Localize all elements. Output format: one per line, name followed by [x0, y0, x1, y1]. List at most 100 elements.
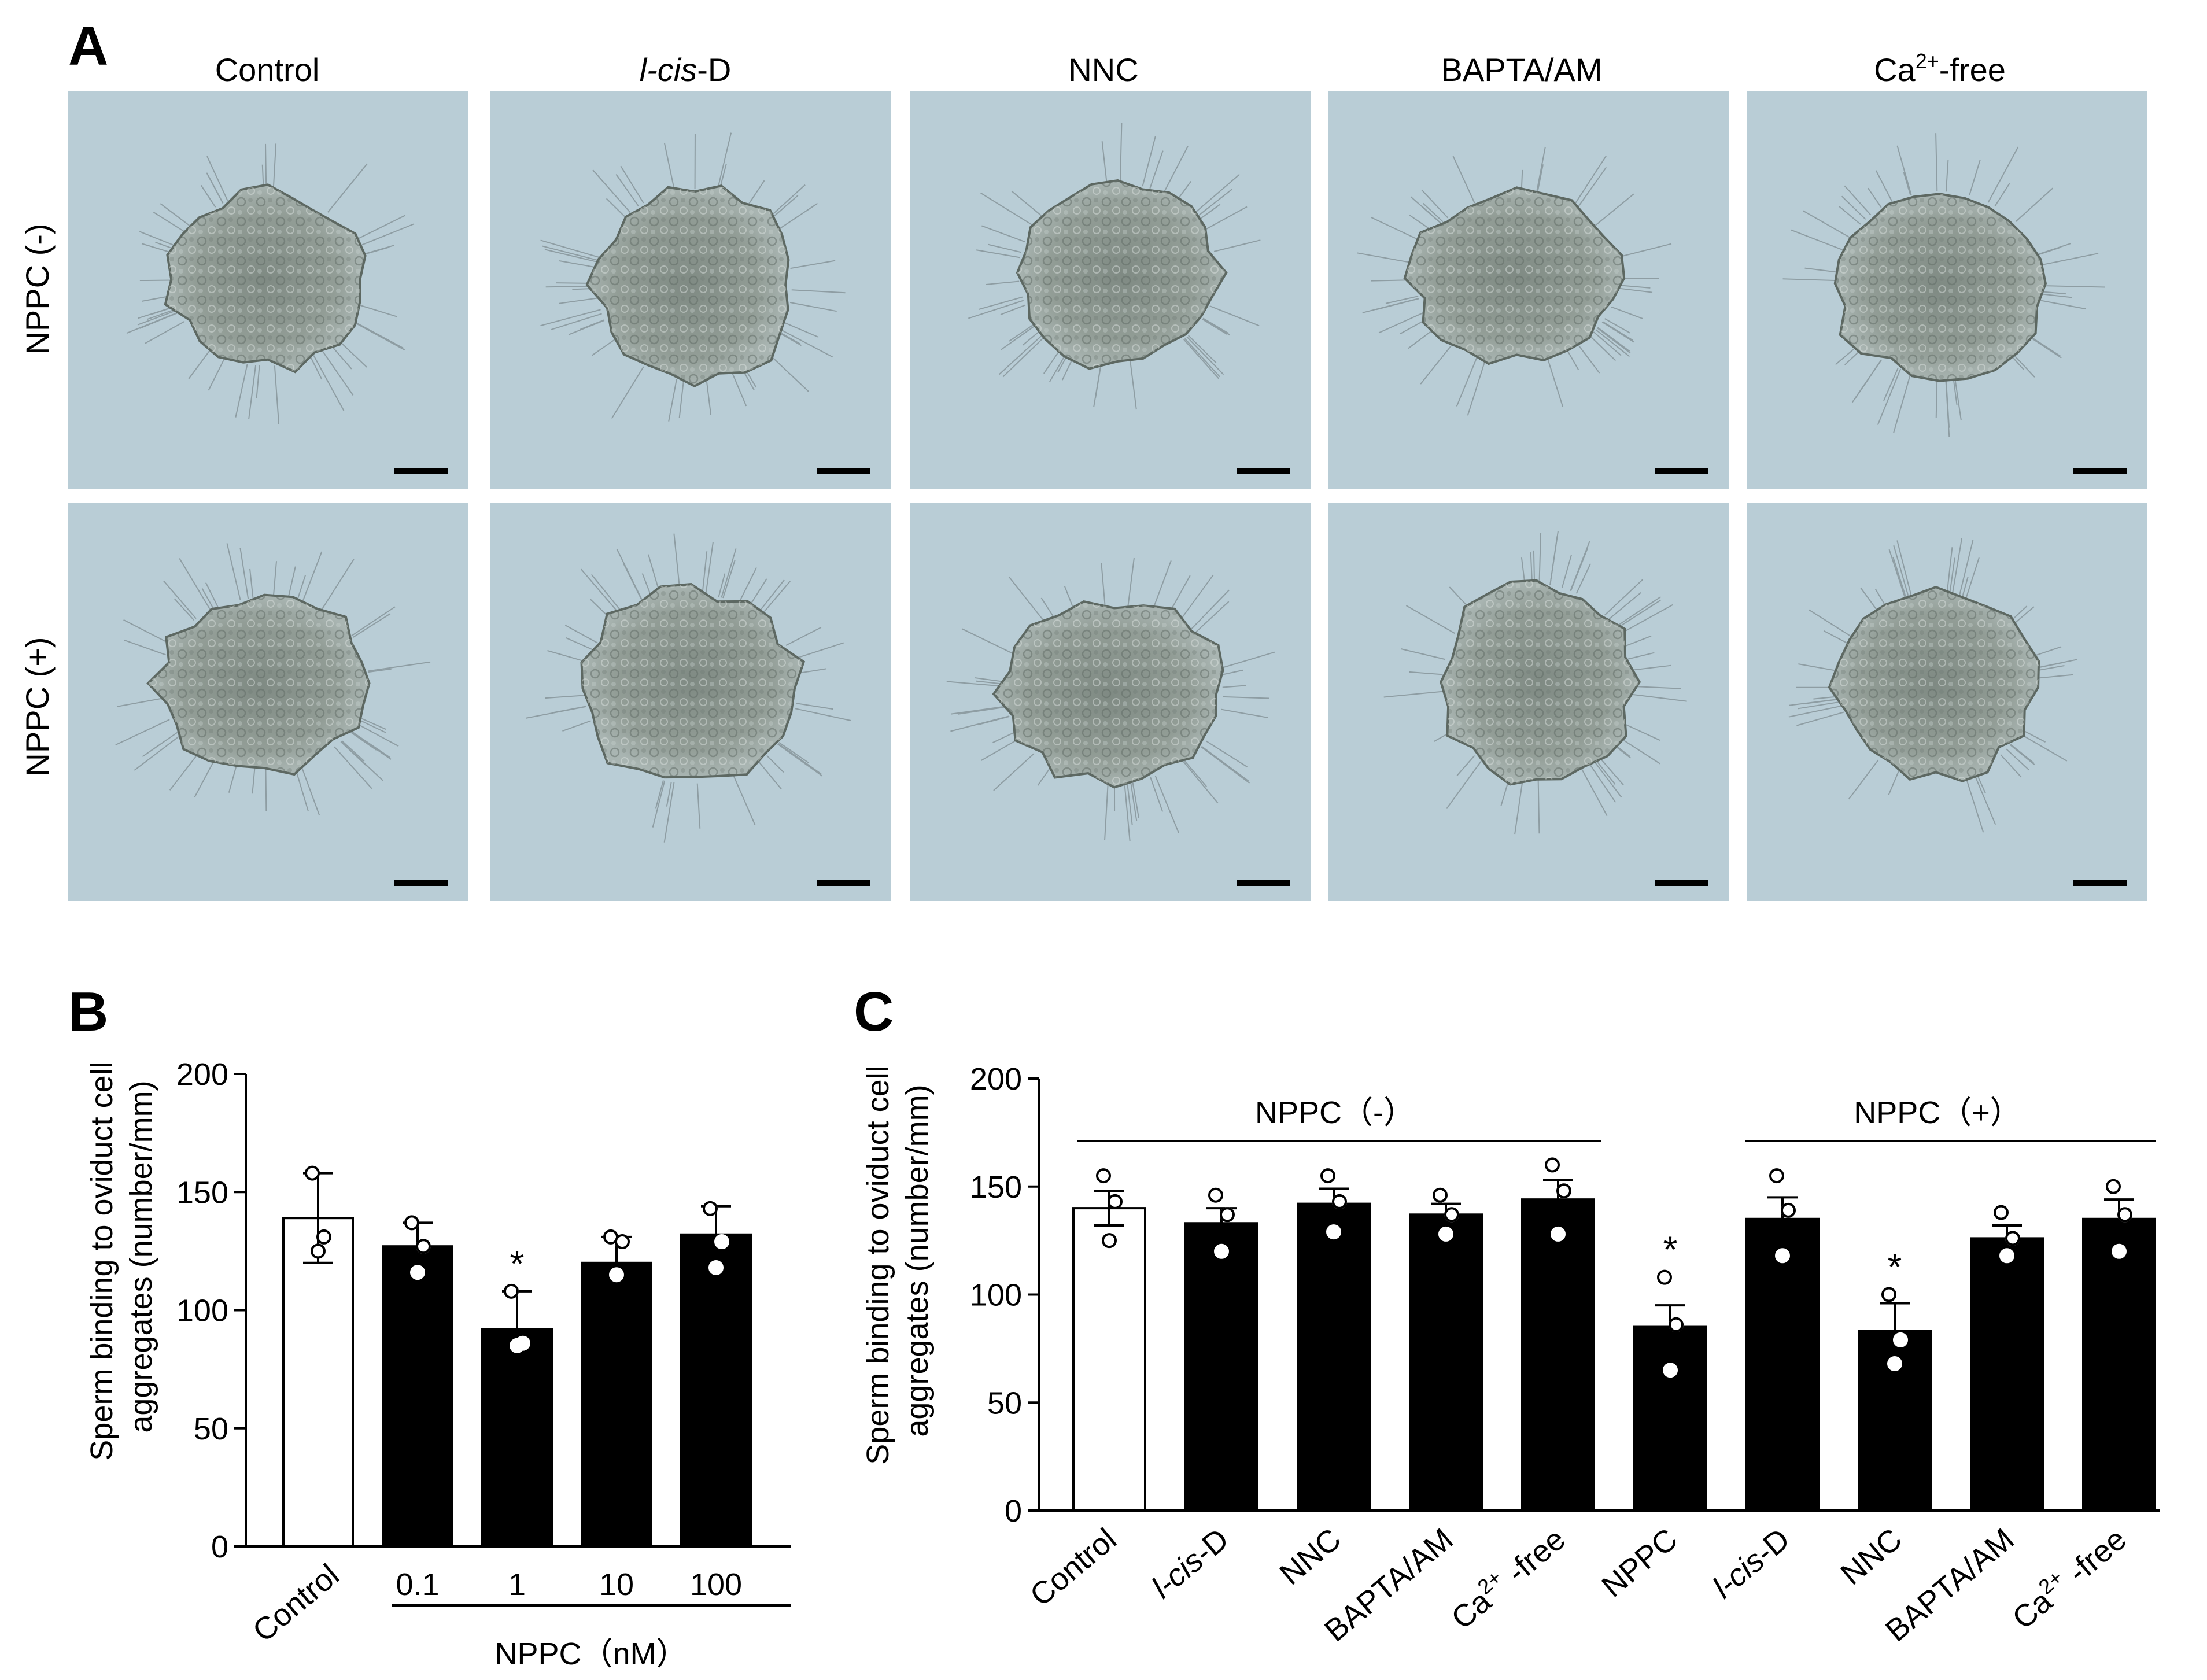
- data-point-outside: [1433, 1187, 1448, 1203]
- data-point-outside: [1220, 1207, 1235, 1223]
- cell-aggregate-texture: [165, 184, 366, 372]
- micrograph-r2-c1: [68, 503, 468, 901]
- significance-star: *: [510, 1243, 525, 1284]
- column-title-control: Control: [215, 51, 320, 88]
- x-tick-label: NNC: [1835, 1522, 1909, 1592]
- y-tick-label: 200: [970, 1062, 1022, 1096]
- micrograph-r1-c1: [68, 91, 468, 489]
- data-point-outside: [1769, 1168, 1784, 1184]
- y-tick-label: 150: [970, 1170, 1022, 1205]
- data-point-outside: [404, 1215, 419, 1231]
- y-tick-label: 0: [1005, 1494, 1022, 1528]
- column-title-nnc: NNC: [1068, 51, 1138, 88]
- row-label-nppc-minus: NPPC (-): [19, 223, 56, 355]
- cell-aggregate-texture: [148, 595, 370, 774]
- data-point-outside: [2106, 1179, 2121, 1194]
- scale-bar: [817, 468, 870, 474]
- significance-star: *: [1663, 1229, 1678, 1271]
- micrograph-grid: [68, 91, 2147, 901]
- column-title-bapta-am: BAPTA/AM: [1441, 51, 1602, 88]
- x-tick-label: Ca2+ -free: [2003, 1519, 2133, 1636]
- data-point: [1326, 1224, 1341, 1240]
- bar-2: [1184, 1222, 1258, 1512]
- aggregate-cilia: [968, 123, 1261, 410]
- data-point: [1214, 1243, 1229, 1259]
- data-point: [2112, 1243, 2127, 1259]
- x-tick-label: l-cis-D: [1145, 1522, 1235, 1605]
- scale-bar: [1655, 880, 1708, 886]
- x-tick-label: 10: [599, 1567, 634, 1602]
- data-point-outside: [416, 1239, 431, 1254]
- micrograph-r1-c2: [490, 91, 891, 489]
- bar-chart-b: 0 50 100 150 200 Control 0.1 * 1 10 100: [176, 1057, 791, 1649]
- cell-aggregate-texture: [1835, 194, 2046, 381]
- data-point: [316, 1229, 331, 1245]
- scale-bar: [394, 468, 448, 474]
- panel-c-ylabel: Sperm binding to oviduct cell aggregates…: [861, 1057, 935, 1464]
- scale-bar: [1237, 880, 1290, 886]
- data-point-outside: [2005, 1231, 2020, 1246]
- data-point-outside: [1556, 1183, 1571, 1199]
- data-point: [305, 1165, 320, 1181]
- x-tick-label: NPPC: [1595, 1522, 1684, 1604]
- data-point-outside: [504, 1283, 519, 1299]
- bar-1: [1072, 1207, 1146, 1512]
- data-point: [609, 1267, 624, 1283]
- cell-aggregate-texture: [1441, 580, 1640, 785]
- data-point-outside: [1444, 1207, 1459, 1223]
- y-tick-label: 150: [176, 1175, 228, 1210]
- cell-aggregate-texture: [1017, 180, 1227, 369]
- data-point: [1887, 1356, 1902, 1372]
- bar-3: [481, 1328, 553, 1548]
- data-point-outside: [1781, 1202, 1796, 1218]
- y-tick-label: 50: [987, 1386, 1022, 1420]
- row-label-nppc-plus: NPPC (+): [19, 637, 56, 776]
- x-tick-label: Control: [1024, 1522, 1123, 1613]
- scale-bar: [1655, 468, 1708, 474]
- aggregate-cilia: [1383, 531, 1687, 835]
- aggregate-cilia: [126, 143, 415, 424]
- data-point: [1775, 1248, 1790, 1264]
- data-point-outside: [1669, 1317, 1684, 1332]
- panel-c: C Sperm binding to oviduct cell aggregat…: [854, 981, 2160, 1648]
- y-tick-label: 100: [970, 1278, 1022, 1313]
- bar-9: [1970, 1237, 2044, 1512]
- micrograph-r1-c4: [1328, 91, 1729, 489]
- panel-b-letter: B: [68, 981, 108, 1043]
- column-title-ca-free: Ca2+-free: [1874, 49, 2006, 88]
- x-tick-label: Control: [246, 1557, 346, 1649]
- x-tick-label: Ca2+ -free: [1442, 1519, 1572, 1636]
- micrograph-r2-c5: [1747, 503, 2147, 901]
- micrograph-r2-c4: [1328, 503, 1729, 901]
- data-point: [708, 1260, 724, 1275]
- panel-b-group-label: NPPC（nM）: [494, 1637, 687, 1671]
- data-point-outside: [1332, 1194, 1347, 1209]
- panel-a-letter: A: [68, 15, 108, 77]
- micrograph-r1-c5: [1747, 91, 2147, 489]
- scale-bar: [1237, 468, 1290, 474]
- data-point: [1108, 1194, 1123, 1209]
- panel-c-bracket-label-right: NPPC（+）: [1854, 1095, 2021, 1130]
- panel-c-bracket-label-left: NPPC（-）: [1255, 1095, 1415, 1130]
- x-tick-label: 0.1: [396, 1567, 439, 1602]
- panel-c-letter: C: [854, 981, 894, 1043]
- bar-6: [1633, 1325, 1707, 1512]
- x-tick-label: l-cis-D: [1706, 1522, 1796, 1605]
- data-point-outside: [1320, 1168, 1335, 1184]
- cell-aggregate-texture: [1829, 587, 2039, 781]
- scale-bar: [2073, 880, 2127, 886]
- panel-b-ylabel: Sperm binding to oviduct cell aggregates…: [84, 1053, 158, 1460]
- panel-a: A Control l-cis-D NNC BAPTA/AM Ca2+-free…: [19, 15, 2147, 901]
- data-point-outside: [1208, 1187, 1223, 1203]
- significance-star: *: [1888, 1246, 1902, 1288]
- y-tick-label: 50: [194, 1412, 228, 1446]
- panel-b: B Sperm binding to oviduct cell aggregat…: [68, 981, 791, 1671]
- aggregate-cilia: [1357, 146, 1672, 416]
- data-point: [510, 1338, 525, 1353]
- data-point-outside: [615, 1234, 630, 1250]
- micrograph-r2-c2: [490, 503, 891, 901]
- x-tick-label: 1: [508, 1567, 526, 1602]
- bar-2: [382, 1245, 453, 1548]
